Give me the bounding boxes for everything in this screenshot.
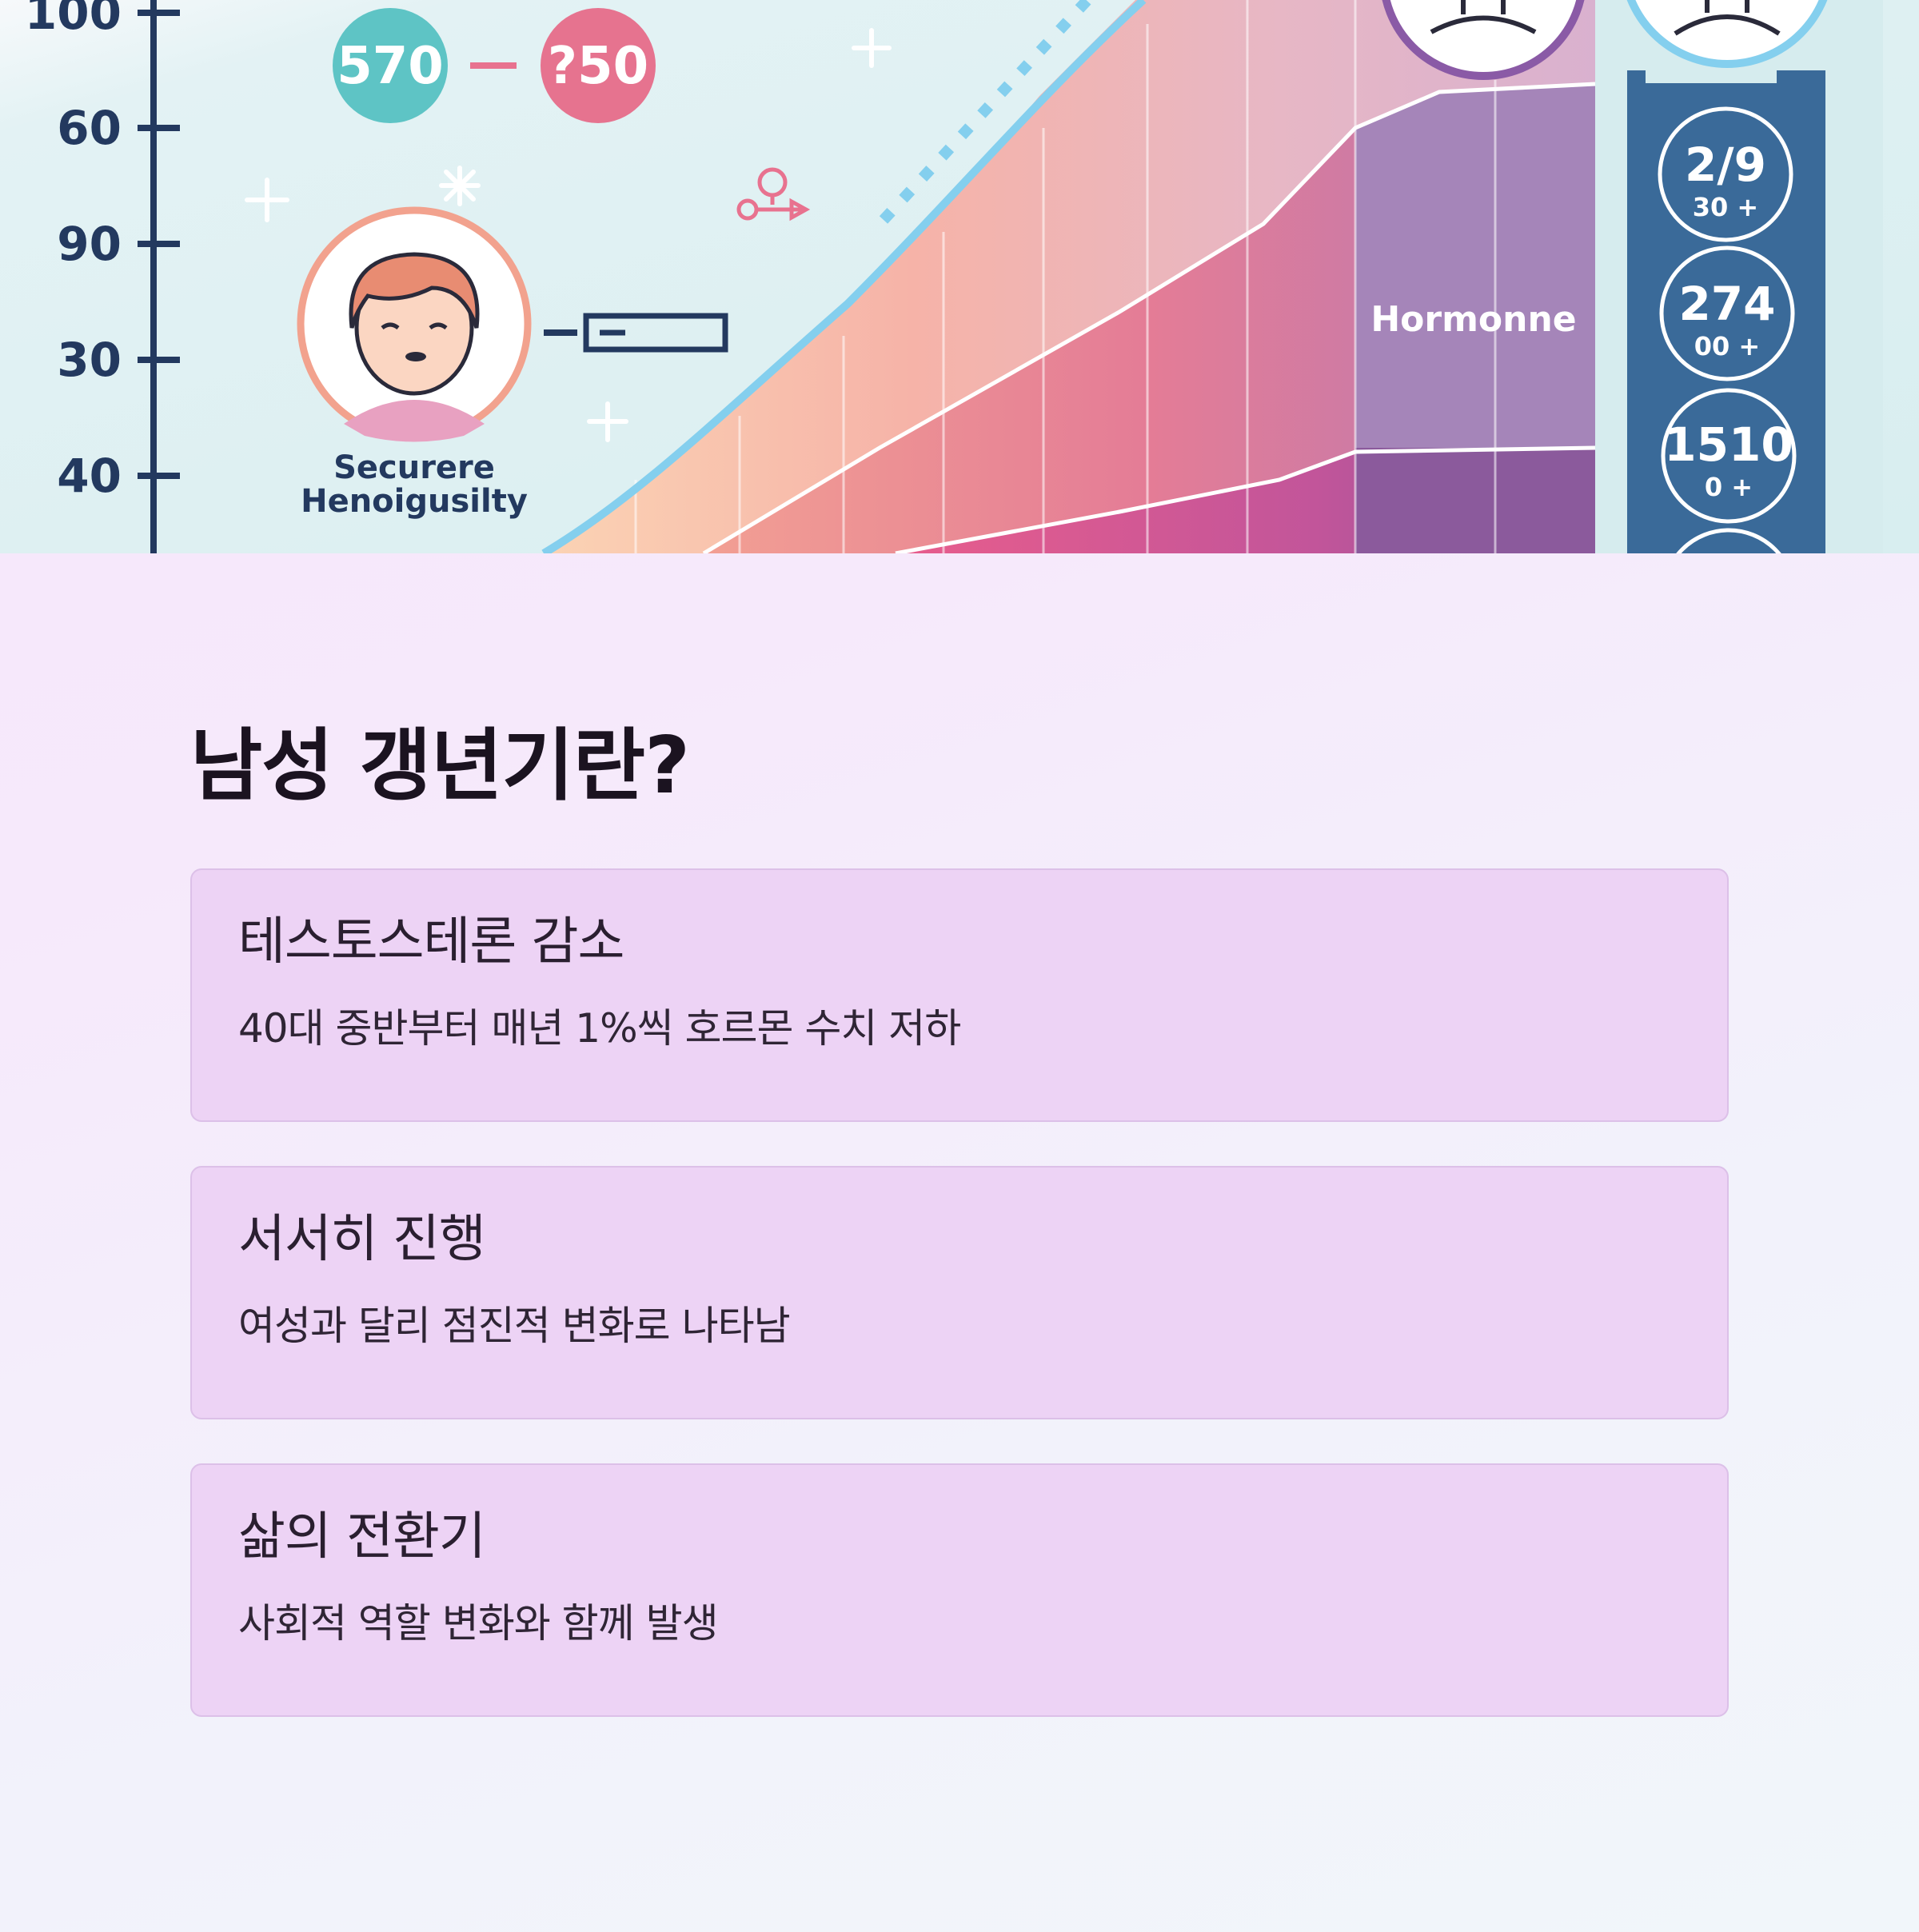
avatar-connector	[544, 313, 728, 353]
hormone-band-lower	[1355, 448, 1595, 553]
content-section: 남성 갱년기란? 테스토스테론 감소 40대 중반부터 매년 1%씩 호르몬 수…	[190, 720, 1729, 1761]
hormone-band-label: Hormonne	[1370, 299, 1576, 340]
page-title: 남성 갱년기란?	[190, 721, 690, 812]
hormone-infographic: 100 60 90 30 40 570 ?50	[0, 0, 1919, 553]
avatar-top-center	[1382, 0, 1585, 80]
info-card: 서서히 진행 여성과 달리 점진적 변화로 나타남	[190, 1165, 1729, 1419]
stat-circle: 1510 0 +	[1661, 388, 1797, 524]
hormone-band	[1355, 84, 1595, 448]
stat-value: 1510	[1664, 417, 1793, 472]
curve-upper	[702, 82, 1596, 553]
badge-left-label: 570	[337, 37, 444, 96]
stat-circle: 2/9 30 +	[1658, 106, 1793, 242]
stat-sub: 0 +	[1705, 472, 1753, 502]
stat-value: 2/9	[1685, 138, 1766, 192]
stats-panel: 2/9 30 + 274 00 + 1510 0 +	[1627, 70, 1825, 553]
stat-value: 274	[1678, 277, 1775, 331]
info-card: 테스토스테론 감소 40대 중반부터 매년 1%씩 호르몬 수치 저하	[190, 868, 1729, 1122]
stat-sub: 30 +	[1693, 192, 1758, 222]
card-description: 여성과 달리 점진적 변화로 나타남	[238, 1303, 791, 1350]
grid-columns	[634, 0, 1497, 553]
card-list: 테스토스테론 감소 40대 중반부터 매년 1%씩 호르몬 수치 저하 서서히 …	[190, 868, 1729, 1717]
stat-circle-partial	[1676, 528, 1781, 553]
badge-right: ?50	[541, 8, 656, 123]
avatar-top-right	[1626, 0, 1828, 68]
y-tick-label: 60	[57, 101, 122, 155]
card-title: 삶의 전환기	[238, 1507, 486, 1567]
y-axis-labels: 100 60 90 30 40	[25, 0, 122, 503]
avatar-caption-line2: Henoigusilty	[301, 483, 528, 520]
y-tick-label: 40	[57, 449, 122, 503]
card-title: 테스토스테론 감소	[238, 912, 624, 972]
avatar-woman	[297, 206, 532, 442]
info-card: 삶의 전환기 사회적 역할 변화와 함께 발생	[190, 1463, 1729, 1717]
stat-sub: 00 +	[1694, 331, 1760, 361]
sparkle-icons	[245, 28, 892, 442]
y-axis-ticks	[138, 10, 180, 479]
card-title: 서서히 진행	[238, 1209, 486, 1269]
badge-right-label: ?50	[548, 37, 648, 96]
molecule-icon	[736, 167, 811, 222]
curve-lower	[895, 445, 1596, 553]
stat-circle: 274 00 +	[1659, 245, 1795, 381]
card-description: 40대 중반부터 매년 1%씩 호르몬 수치 저하	[238, 1005, 961, 1052]
y-tick-label: 30	[57, 333, 122, 387]
hero-illustration: 100 60 90 30 40 570 ?50	[0, 0, 1919, 553]
card-description: 사회적 역할 변화와 함께 발생	[238, 1600, 719, 1647]
badge-left: 570	[333, 8, 448, 123]
dotted-trend-line	[879, 0, 1092, 224]
avatar-caption-line1: Securere	[333, 449, 495, 486]
y-tick-label: 90	[57, 217, 122, 271]
trend-line	[541, 0, 1147, 553]
y-tick-label: 100	[25, 0, 122, 40]
